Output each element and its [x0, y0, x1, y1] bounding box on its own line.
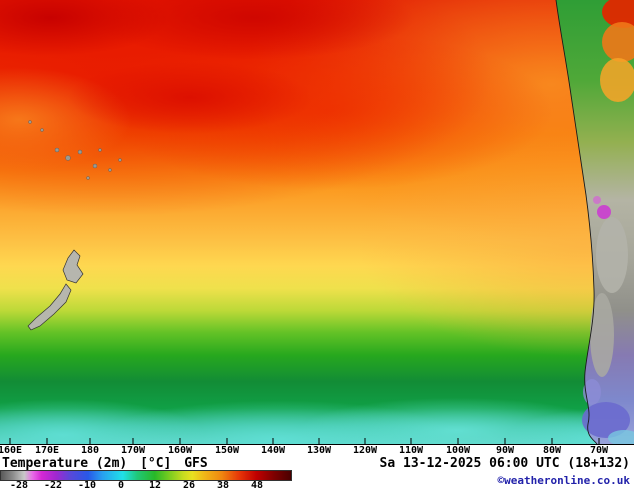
- map-title: Temperature (2m): [2, 456, 128, 471]
- scale-value: -28: [9, 480, 29, 490]
- longitude-label: 80W: [542, 445, 562, 456]
- pacific-islands: [28, 120, 122, 180]
- longitude-label: 160W: [167, 445, 193, 456]
- temperature-map: [0, 0, 634, 445]
- longitude-label: 160E: [0, 445, 23, 456]
- longitude-label: 70W: [589, 445, 609, 456]
- scale-value: 26: [182, 480, 196, 490]
- longitude-label: 120W: [352, 445, 378, 456]
- map-footer: 160E 170E 180 170W 160W 150W 140W 130W 1…: [0, 445, 634, 490]
- longitude-label: 90W: [495, 445, 515, 456]
- map-datetime: Sa 13-12-2025 06:00 UTC (18+132): [379, 456, 630, 471]
- longitude-label: 130W: [306, 445, 332, 456]
- south-america-landmass: [555, 0, 634, 444]
- scale-value: 0: [117, 480, 125, 490]
- scale-value: -10: [77, 480, 97, 490]
- map-unit: [°C]: [140, 456, 172, 471]
- landmass-overlay: [9, 0, 634, 444]
- map-title-row: Temperature (2m) [°C] GFS: [2, 456, 213, 471]
- longitude-label: 180: [80, 445, 100, 456]
- longitude-label: 150W: [214, 445, 240, 456]
- scale-value: 38: [216, 480, 230, 490]
- longitude-label: 140W: [260, 445, 286, 456]
- scale-value: 12: [148, 480, 162, 490]
- longitude-label: 170W: [120, 445, 146, 456]
- scale-value: -22: [43, 480, 63, 490]
- scale-value: 48: [250, 480, 264, 490]
- longitude-label: 100W: [445, 445, 471, 456]
- new-zealand-landmass: [27, 249, 84, 331]
- longitude-label: 110W: [398, 445, 424, 456]
- longitude-ticks: [9, 438, 600, 444]
- copyright-link[interactable]: ©weatheronline.co.uk: [497, 474, 630, 487]
- model-name: GFS: [184, 456, 208, 471]
- temperature-scale-bar: [0, 470, 292, 481]
- longitude-label: 170E: [34, 445, 60, 456]
